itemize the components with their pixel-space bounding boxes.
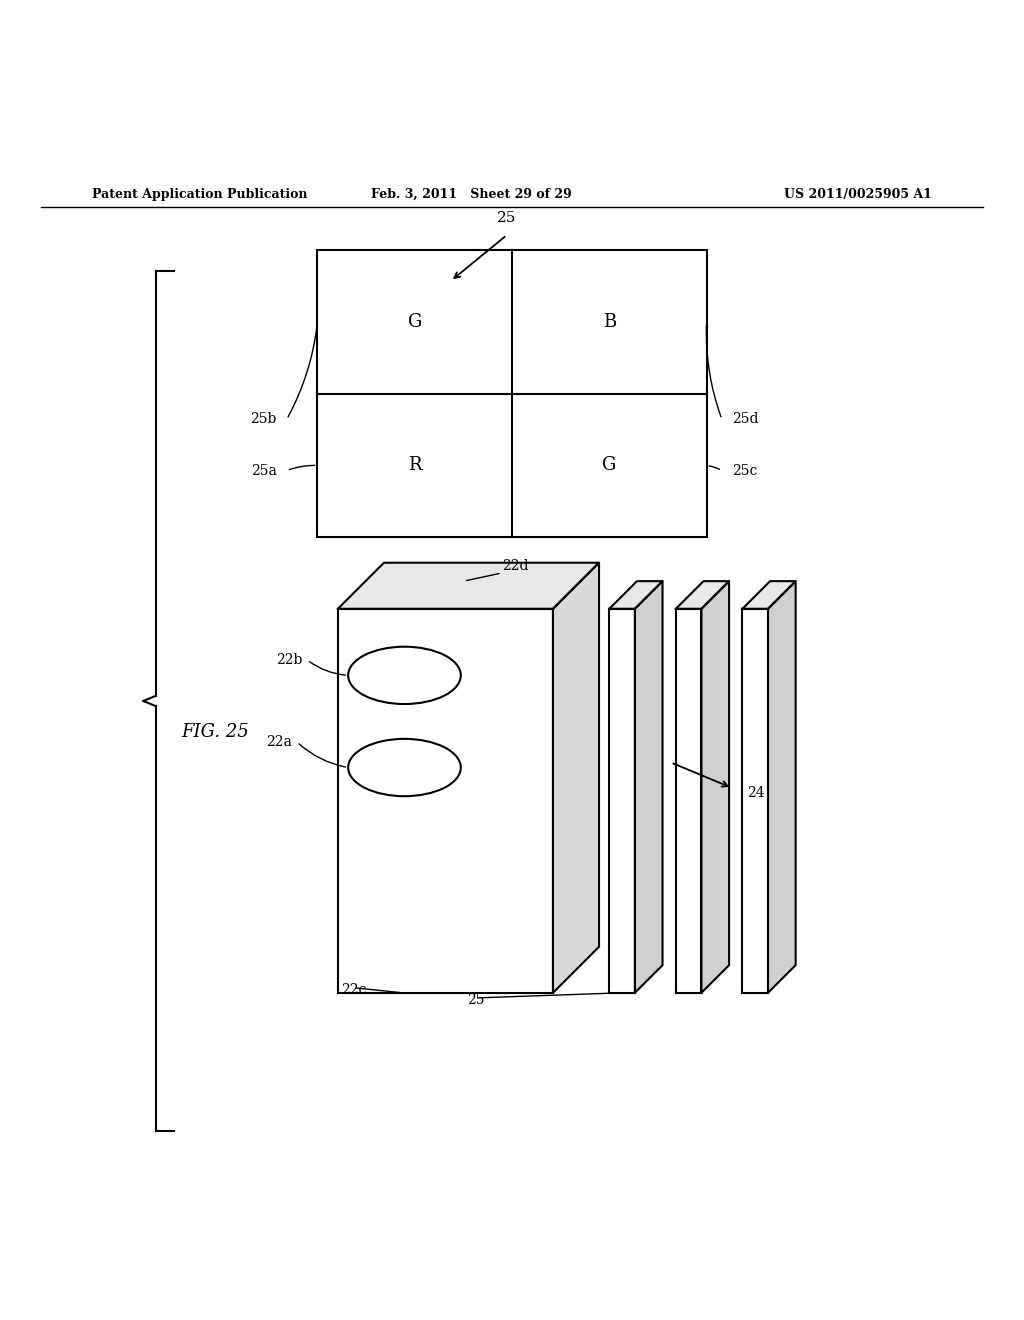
Text: 22a: 22a [266,735,292,748]
Text: 25: 25 [498,211,516,224]
Ellipse shape [348,647,461,704]
Text: 24: 24 [748,787,765,800]
Bar [676,609,701,993]
Polygon shape [635,581,663,993]
Polygon shape [676,581,729,609]
Text: 22d: 22d [502,558,528,573]
Text: 25d: 25d [732,412,759,426]
Text: G: G [602,457,616,474]
Text: 25a: 25a [251,463,276,478]
Polygon shape [609,581,663,609]
Polygon shape [553,562,599,993]
Bar [317,251,707,537]
Text: 25c: 25c [732,463,758,478]
Bar [742,609,768,993]
Text: Patent Application Publication: Patent Application Publication [92,187,307,201]
Ellipse shape [348,739,461,796]
Bar [338,609,553,993]
Text: FIG. 25: FIG. 25 [181,722,249,741]
Text: B: B [603,313,615,331]
Text: US 2011/0025905 A1: US 2011/0025905 A1 [784,187,932,201]
Text: 22b: 22b [275,653,302,667]
Polygon shape [742,581,796,609]
Text: 22c: 22c [341,982,366,997]
Bar [609,609,635,993]
Text: R: R [408,457,422,474]
Polygon shape [338,562,599,609]
Text: 25b: 25b [250,412,276,426]
Polygon shape [701,581,729,993]
Text: 25: 25 [467,993,485,1007]
Text: G: G [408,313,422,331]
Text: Feb. 3, 2011   Sheet 29 of 29: Feb. 3, 2011 Sheet 29 of 29 [371,187,571,201]
Polygon shape [768,581,796,993]
